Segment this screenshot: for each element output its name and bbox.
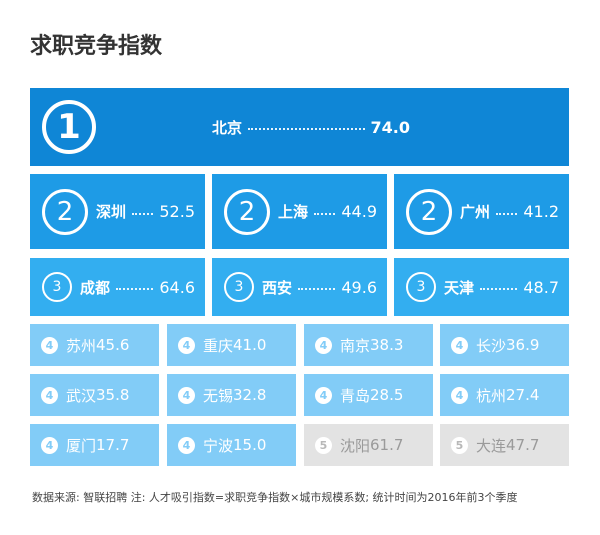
tier4-card-hangzhou: 4 杭州 27.4	[440, 374, 569, 416]
city-value: 28.5	[370, 386, 404, 404]
page-title: 求职竞争指数	[30, 34, 163, 59]
city-name: 广州	[460, 203, 491, 221]
city-value: 17.7	[96, 436, 130, 454]
city-name: 成都	[80, 278, 111, 297]
city-value: 49.6	[341, 277, 377, 297]
footer-source-note: 数据来源: 智联招聘 注: 人才吸引指数=求职竞争指数×城市规模系数; 统计时间…	[32, 491, 518, 504]
city-name: 宁波	[203, 436, 234, 455]
city-name: 沈阳	[340, 436, 371, 455]
tier4-card-changsha: 4 长沙 36.9	[440, 324, 569, 366]
tier4-card-nanjing: 4 南京 38.3	[304, 324, 433, 366]
city-name: 北京	[212, 118, 243, 137]
rank-badge: 3	[42, 272, 72, 302]
city-value: 35.8	[96, 386, 130, 404]
leader-dots	[248, 128, 365, 130]
city-value: 74.0	[370, 117, 410, 137]
city-value: 36.9	[506, 336, 540, 354]
rank-badge: 4	[451, 336, 468, 354]
tier4-card-wuxi: 4 无锡 32.8	[167, 374, 296, 416]
tier4-card-ningbo: 4 宁波 15.0	[167, 424, 296, 466]
rank-badge: 4	[315, 336, 332, 354]
rank-badge: 3	[224, 272, 254, 302]
tier4-card-suzhou: 4 苏州 45.6	[30, 324, 159, 366]
leader-dots	[480, 288, 518, 290]
tier1-card-beijing: 1 北京 74.0	[30, 88, 569, 166]
tier3-card-xian: 3 西安 49.6	[212, 258, 387, 316]
rank-badge: 4	[178, 436, 195, 454]
tier3-card-tianjin: 3 天津 48.7	[394, 258, 569, 316]
rank-badge: 5	[451, 436, 468, 454]
rank-badge: 4	[315, 386, 332, 404]
leader-dots	[496, 212, 518, 215]
tier3-card-chengdu: 3 成都 64.6	[30, 258, 205, 316]
city-name: 长沙	[476, 336, 507, 355]
city-name: 苏州	[66, 336, 97, 355]
tier2-card-shenzhen: 2 深圳 52.5	[30, 174, 205, 249]
city-value: 41.0	[233, 336, 267, 354]
rank-badge: 2	[42, 188, 88, 235]
rank-badge: 4	[451, 386, 468, 404]
city-value: 47.7	[506, 436, 540, 454]
city-name: 南京	[340, 336, 371, 355]
tier4-card-wuhan: 4 武汉 35.8	[30, 374, 159, 416]
rank-badge: 5	[315, 436, 332, 454]
city-name: 厦门	[66, 436, 97, 455]
city-name: 杭州	[476, 386, 507, 405]
city-value: 15.0	[233, 436, 267, 454]
city-value: 45.6	[96, 336, 130, 354]
city-name: 天津	[444, 278, 475, 297]
tier4-card-chongqing: 4 重庆 41.0	[167, 324, 296, 366]
city-value: 32.8	[233, 386, 267, 404]
tier4-card-xiamen: 4 厦门 17.7	[30, 424, 159, 466]
rank-badge: 4	[41, 386, 58, 404]
leader-dots	[298, 288, 336, 290]
city-value: 61.7	[370, 436, 404, 454]
city-value: 38.3	[370, 336, 404, 354]
tier2-card-guangzhou: 2 广州 41.2	[394, 174, 569, 249]
tier2-card-shanghai: 2 上海 44.9	[212, 174, 387, 249]
rank-badge: 4	[178, 386, 195, 404]
city-name: 上海	[278, 203, 309, 221]
city-value: 44.9	[341, 202, 377, 221]
rank-badge: 4	[41, 436, 58, 454]
tier4-card-qingdao: 4 青岛 28.5	[304, 374, 433, 416]
city-value: 41.2	[523, 202, 559, 221]
city-name: 大连	[476, 436, 507, 455]
city-name: 深圳	[96, 203, 127, 221]
rank-badge: 4	[41, 336, 58, 354]
city-value: 27.4	[506, 386, 540, 404]
city-name: 重庆	[203, 336, 234, 355]
city-value: 52.5	[159, 202, 195, 221]
city-name: 青岛	[340, 386, 371, 405]
rank-badge: 4	[178, 336, 195, 354]
city-name: 武汉	[66, 386, 97, 405]
tier5-card-dalian: 5 大连 47.7	[440, 424, 569, 466]
city-name: 西安	[262, 278, 293, 297]
leader-dots	[116, 288, 154, 290]
city-value: 64.6	[159, 277, 195, 297]
leader-dots	[132, 212, 154, 215]
city-value: 48.7	[523, 277, 559, 297]
rank-badge: 1	[42, 100, 96, 154]
rank-badge: 2	[406, 188, 452, 235]
tier5-card-shenyang: 5 沈阳 61.7	[304, 424, 433, 466]
rank-badge: 2	[224, 188, 270, 235]
rank-badge: 3	[406, 272, 436, 302]
city-name: 无锡	[203, 386, 234, 405]
leader-dots	[314, 212, 336, 215]
